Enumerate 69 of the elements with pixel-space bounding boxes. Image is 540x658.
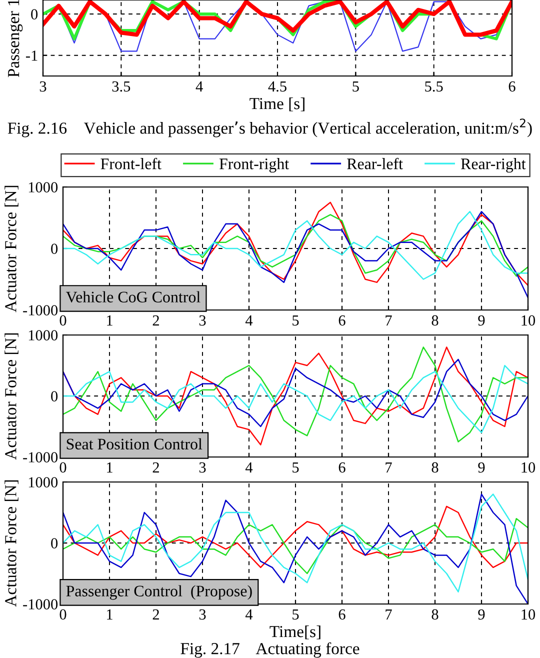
y-tick-label: 0 [31, 9, 38, 20]
x-tick-label: 0 [60, 315, 66, 326]
y-tick-label: 1000 [28, 477, 58, 488]
y-tick-label: 0 [51, 391, 58, 402]
x-tick-label: 3 [40, 81, 46, 92]
x-tick-label: 9 [478, 315, 485, 326]
annotation: Seat Position Control [66, 438, 202, 450]
x-tick-label: 0 [60, 609, 66, 620]
line-series [63, 506, 528, 568]
y-tick-label: -1000 [23, 452, 58, 462]
legend-label: Front-right [219, 158, 290, 173]
x-tick-label: 1 [107, 609, 112, 620]
x-tick-label: 7 [386, 315, 392, 326]
caption: Fig. 2.16 Vehicle and passenger’s behavior (Vertical acceleration, unit:m/s$^{2}$) [8, 118, 532, 138]
x-tick-label: 3 [199, 462, 206, 473]
y-axis-title: Actuator Force [N] [4, 186, 18, 312]
x-axis-title: Time[s] [270, 625, 320, 640]
x-tick-label: 6 [508, 81, 516, 92]
line-series [63, 518, 528, 574]
x-tick-label: 4 [196, 81, 203, 92]
x-tick-label: 10 [522, 462, 536, 473]
legend-label: Rear-left [347, 158, 403, 170]
x-tick-label: 6 [338, 462, 346, 473]
x-tick-label: 3 [199, 609, 206, 620]
line-series [63, 364, 528, 434]
x-tick-label: 4 [245, 315, 253, 326]
x-tick-label: 7 [386, 462, 392, 472]
annotation: Vehicle CoG Control [66, 291, 200, 303]
x-tick-label: 9 [478, 462, 485, 473]
x-tick-label: 5.5 [425, 81, 443, 92]
x-tick-label: 8 [432, 609, 438, 620]
x-tick-label: 4.5 [268, 81, 286, 92]
legend-label: Rear-right [460, 158, 526, 173]
caption: Fig. 2.17 Actuating force [180, 642, 360, 658]
annotation: Passenger Control (Propose) [66, 585, 252, 600]
x-tick-label: 2 [152, 315, 159, 326]
legend-label: Front-left [100, 158, 162, 170]
x-tick-label: 3.5 [112, 81, 130, 92]
x-tick-label: 4 [245, 462, 253, 472]
x-axis-title: Time [s] [250, 97, 304, 112]
y-tick-label: 0 [51, 244, 58, 254]
x-tick-label: 0 [60, 462, 66, 473]
x-tick-label: 9 [478, 609, 485, 620]
x-tick-label: 10 [522, 609, 536, 620]
x-tick-label: 5 [292, 609, 299, 620]
x-tick-label: 5 [292, 315, 299, 326]
x-tick-label: 8 [432, 462, 438, 473]
y-tick-label: -1000 [23, 599, 58, 610]
x-tick-label: 5 [352, 81, 359, 92]
x-tick-label: 10 [522, 315, 536, 326]
y-tick-label: 1000 [28, 330, 58, 340]
y-axis-title: Actuator Force [N] [4, 333, 18, 460]
x-tick-label: 5 [292, 462, 299, 473]
x-tick-label: 1 [107, 462, 112, 472]
y-tick-label: -1 [26, 50, 38, 61]
x-tick-label: 1 [107, 315, 112, 326]
x-tick-label: 2 [152, 462, 159, 472]
x-tick-label: 2 [152, 609, 159, 620]
x-tick-label: 3 [199, 315, 206, 326]
x-tick-label: 4 [245, 609, 253, 620]
y-tick-label: 1000 [28, 182, 58, 192]
y-tick-label: -1000 [23, 305, 58, 316]
y-tick-label: 0 [51, 538, 58, 548]
x-tick-label: 7 [386, 609, 392, 620]
x-tick-label: 6 [338, 609, 346, 620]
x-tick-label: 6 [338, 315, 346, 326]
x-tick-label: 8 [432, 315, 438, 326]
y-axis-title: Actuator Force [N] [4, 480, 18, 607]
line-series [63, 358, 528, 428]
